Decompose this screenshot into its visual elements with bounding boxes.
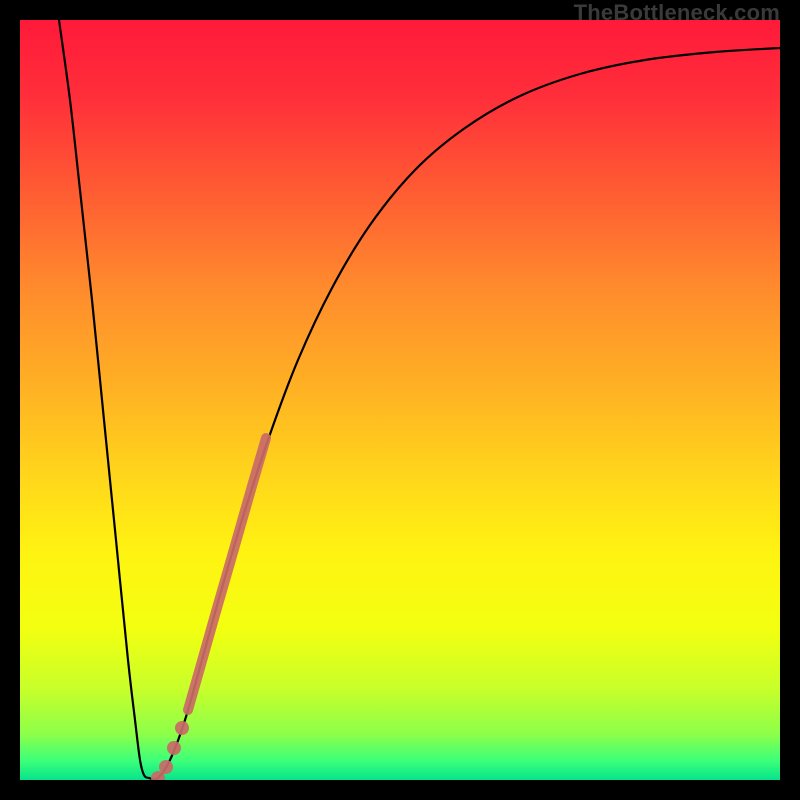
highlight-dot	[175, 721, 189, 735]
watermark-text: TheBottleneck.com	[574, 0, 780, 26]
chart-container: TheBottleneck.com	[0, 0, 800, 800]
highlight-dot	[167, 741, 181, 755]
plot-area	[20, 20, 780, 780]
gradient-background	[20, 20, 780, 780]
heatmap-svg	[20, 20, 780, 780]
